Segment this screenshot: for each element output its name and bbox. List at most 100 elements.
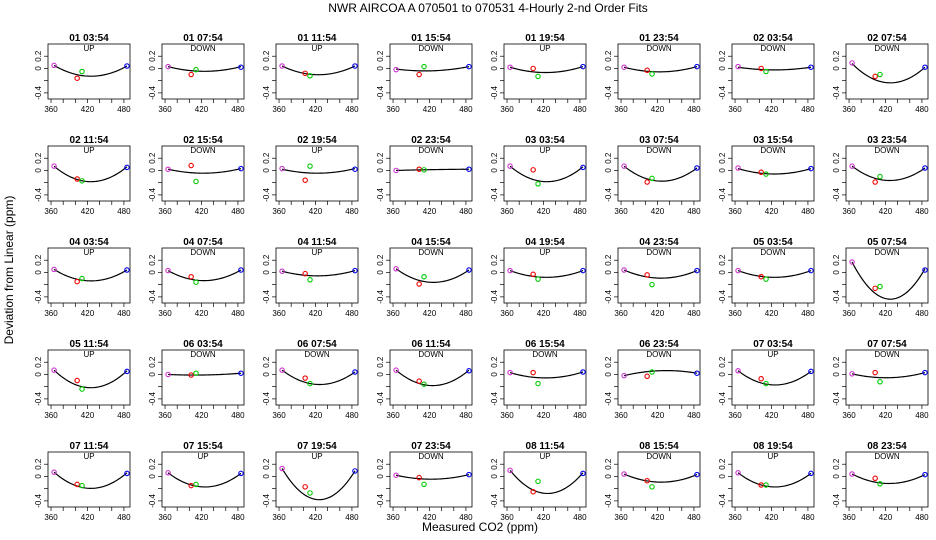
data-point [735,63,741,70]
data-point [393,66,399,73]
x-tick-label: 420 [651,207,665,216]
panel-frame [731,451,815,508]
y-tick-label: -0.4 [262,187,271,201]
data-point [51,266,57,273]
data-point [466,368,472,374]
panel-frame [503,451,587,508]
panel-frame [47,349,131,406]
panel-time: 07 19:54 [297,441,337,452]
y-tick-label: -0.4 [34,493,43,507]
x-tick-label: 360 [158,105,172,114]
panel-time: 08 15:54 [639,441,679,452]
x-tick-label: 360 [386,513,400,522]
data-point [193,66,199,73]
data-point [649,281,655,288]
x-tick-label: 360 [728,105,742,114]
panel-direction-label: UP [83,44,94,53]
data-point [302,270,308,277]
x-tick-label: 420 [195,309,209,318]
y-tick-label: 0 [490,66,499,71]
data-point [758,375,764,382]
panel-frame [503,247,587,304]
data-point [74,278,80,285]
x-tick-label: 480 [915,105,929,114]
y-tick-label: 0.2 [376,152,385,164]
x-tick-label: 420 [309,411,323,420]
x-tick-label: 360 [44,411,58,420]
data-point [352,166,358,172]
data-point [507,64,513,70]
x-tick-label: 480 [345,411,359,420]
panel-direction-label: UP [539,44,550,53]
panel-frame [47,145,131,202]
data-point [872,179,878,185]
fit-curve [509,371,584,379]
x-tick-label: 480 [573,411,587,420]
data-point [507,369,513,376]
y-tick-label: -0.4 [832,493,841,507]
y-tick-label: 0.2 [490,254,499,266]
x-tick-label: 360 [614,513,628,522]
panel-frame [731,247,815,304]
y-tick-label: 0.2 [376,50,385,62]
panel-frame [845,451,929,508]
data-point [307,73,313,79]
x-tick-label: 420 [537,105,551,114]
data-point [877,71,883,78]
x-tick-label: 480 [687,207,701,216]
data-point [877,173,883,180]
data-point [279,268,285,274]
x-tick-label: 480 [915,513,929,522]
x-tick-label: 480 [801,309,815,318]
data-point [165,267,171,274]
y-axis-title: Deviation from Linear (ppm) [2,196,16,345]
data-point [393,472,399,478]
x-tick-label: 480 [801,207,815,216]
y-tick-label: -0.4 [376,187,385,201]
data-point [808,368,814,375]
panel-direction-label: DOWN [874,350,900,359]
data-point [808,267,814,274]
x-tick-label: 480 [573,105,587,114]
y-tick-label: 0.2 [376,458,385,470]
data-point [416,166,422,172]
x-tick-label: 360 [500,309,514,318]
data-point [165,166,171,172]
x-tick-label: 480 [345,513,359,522]
x-tick-label: 420 [651,411,665,420]
x-tick-label: 420 [765,309,779,318]
panel-direction-label: DOWN [418,350,444,359]
y-tick-label: 0 [718,168,727,173]
panel-direction-label: UP [83,248,94,257]
y-tick-label: 0.2 [832,356,841,368]
panel-time: 05 03:54 [753,237,793,248]
y-tick-label: -0.4 [34,391,43,405]
y-tick-label: 0 [604,270,613,275]
data-point [279,367,285,373]
panel-time: 06 15:54 [525,339,565,350]
fit-curve [851,372,926,379]
fit-curve [53,165,128,183]
data-point [74,75,80,81]
panel-time: 03 15:54 [753,135,793,146]
panel-time: 07 03:54 [753,339,793,350]
panel-direction-label: DOWN [304,350,330,359]
y-tick-label: -0.4 [376,391,385,405]
panel-time: 01 11:54 [298,33,337,44]
panel-time: 01 03:54 [69,33,109,44]
y-tick-label: 0.2 [604,152,613,164]
data-point [302,484,308,490]
panel-time: 08 19:54 [753,441,793,452]
y-tick-label: 0.2 [490,356,499,368]
panel-time: 07 23:54 [411,441,451,452]
y-tick-label: 0 [718,372,727,377]
data-point [193,178,199,185]
data-point [763,482,769,488]
data-point [466,267,472,273]
data-point [808,64,814,70]
